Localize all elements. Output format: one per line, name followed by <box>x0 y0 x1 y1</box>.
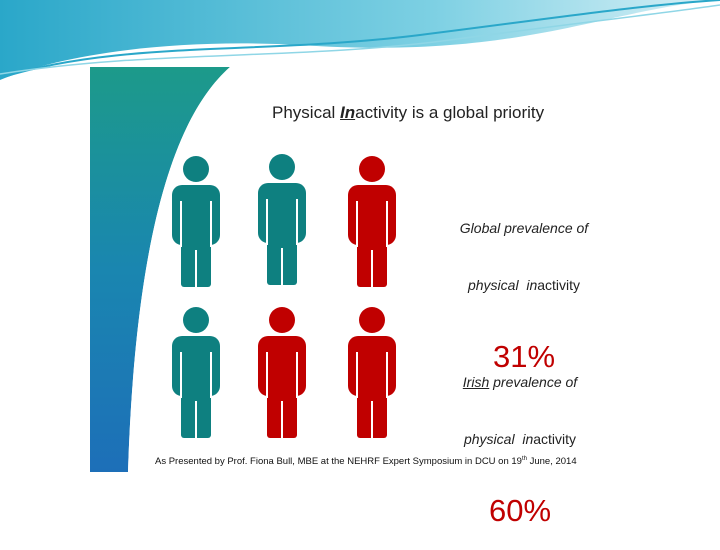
person-icon <box>348 307 396 438</box>
footnote-sup: th <box>521 456 527 462</box>
torso <box>258 183 306 243</box>
title-emphasis: In <box>340 103 356 122</box>
head <box>359 156 385 182</box>
percentage: 60% <box>488 493 552 528</box>
torso <box>258 336 306 396</box>
footnote-text: As Presented by Prof. Fiona Bull, MBE at… <box>155 456 522 468</box>
torso <box>172 336 220 396</box>
person-icon <box>348 156 396 287</box>
label-rest: prevalence of <box>489 374 578 390</box>
head <box>269 307 295 333</box>
title-text: Physical <box>272 103 341 122</box>
head <box>359 307 385 333</box>
head <box>183 307 209 333</box>
torso <box>172 185 220 245</box>
torso <box>348 336 396 396</box>
label-italic: physical in <box>463 431 534 447</box>
torso <box>348 185 396 245</box>
label: Global prevalence of <box>459 220 589 236</box>
title: Physical Inactivity is a global priority <box>272 103 544 123</box>
label-underlined: Irish <box>462 374 490 390</box>
wave-line <box>0 4 720 75</box>
irish-block: Irish prevalence of physical inactivity … <box>420 335 620 550</box>
pictogram <box>172 154 396 438</box>
label: Irish prevalence of <box>420 373 620 392</box>
label-line: physical inactivity <box>420 430 620 449</box>
percentage: 31% <box>492 339 556 374</box>
head <box>269 154 295 180</box>
person-icon <box>258 154 306 285</box>
person-icon <box>172 156 220 287</box>
side-panel <box>90 67 230 472</box>
label-rest: activity <box>537 277 581 293</box>
person-icon <box>258 307 306 438</box>
label-rest: activity <box>533 431 577 447</box>
label-line: physical inactivity <box>424 276 624 295</box>
head <box>183 156 209 182</box>
footnote-text: June, 2014 <box>526 456 577 468</box>
label-italic: physical in <box>467 277 538 293</box>
global-block: Global prevalence of physical inactivity… <box>424 181 624 396</box>
footnote: As Presented by Prof. Fiona Bull, MBE at… <box>155 456 577 467</box>
wave-line <box>0 0 720 79</box>
title-text: activity is a global priority <box>355 103 545 122</box>
person-icon <box>172 307 220 438</box>
